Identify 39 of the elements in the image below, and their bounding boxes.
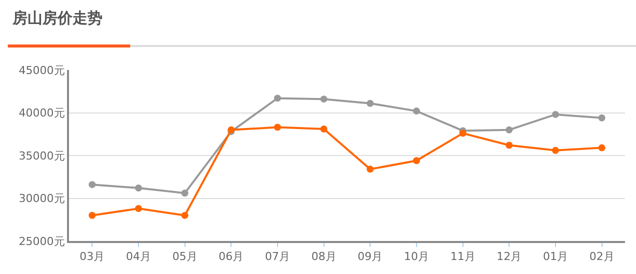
point	[181, 190, 188, 197]
x-tick-label: 02月	[589, 250, 614, 264]
point	[506, 126, 513, 134]
point	[135, 184, 142, 192]
x-tick-label: 08月	[311, 250, 336, 264]
x-tick-label: 12月	[496, 250, 522, 264]
point	[598, 144, 606, 152]
point	[366, 100, 374, 107]
point	[320, 96, 328, 103]
point	[413, 157, 420, 164]
point	[88, 181, 96, 188]
point	[552, 110, 559, 118]
x-tick-label: 05月	[172, 250, 198, 264]
x-tick-label: 04月	[126, 250, 151, 264]
point	[88, 212, 96, 219]
x-tick-label: 01月	[543, 250, 568, 264]
y-tick-label: 35000元	[18, 149, 65, 162]
point	[413, 108, 420, 115]
x-tick-label: 03月	[80, 250, 105, 264]
x-tick-label: 09月	[358, 250, 383, 264]
point	[598, 114, 606, 122]
point	[181, 212, 188, 219]
point	[459, 130, 466, 137]
y-tick-label: 30000元	[18, 192, 65, 206]
x-tick-label: 07月	[265, 250, 290, 264]
point	[320, 126, 328, 132]
chart-title: 房山房价走势	[12, 8, 103, 27]
x-tick-label: 10月	[404, 250, 429, 264]
point	[274, 94, 281, 102]
point	[366, 166, 374, 173]
point	[506, 142, 513, 149]
x-tick-label: 06月	[218, 250, 244, 264]
point	[135, 205, 142, 212]
y-tick-label: 45000元	[18, 64, 65, 77]
point	[274, 124, 281, 131]
y-tick-label: 40000元	[18, 106, 65, 120]
x-tick-label: 11月	[450, 250, 476, 264]
point	[552, 146, 559, 154]
y-tick-label: 25000元	[18, 234, 65, 248]
